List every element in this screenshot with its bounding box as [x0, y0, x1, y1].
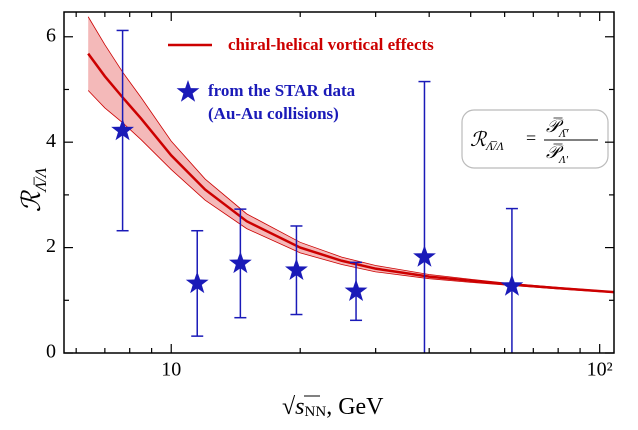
- x-tick-label: 10²: [587, 359, 613, 381]
- plot-area: [87, 16, 614, 353]
- legend-star-marker: [176, 80, 200, 102]
- y-tick-label: 2: [46, 235, 56, 257]
- annotation: =: [526, 128, 536, 148]
- curve-line: [87, 52, 614, 294]
- y-axis-label: ℛΛ̅/Λ: [17, 167, 50, 212]
- star-marker: [344, 279, 368, 301]
- star-marker: [229, 251, 252, 274]
- star-marker: [111, 118, 134, 141]
- legend-label: (Au-Au collisions): [208, 104, 339, 123]
- annotation: ℛΛ̅/Λ: [470, 129, 505, 153]
- legend-star: [176, 80, 200, 102]
- y-tick-label: 4: [46, 130, 56, 152]
- star-marker: [413, 245, 436, 267]
- star-marker: [500, 274, 524, 296]
- x-tick-label: 10: [161, 359, 181, 381]
- annotation-box: [461, 109, 609, 169]
- star-marker: [285, 258, 308, 280]
- legend-label: chiral-helical vortical effects: [228, 35, 434, 54]
- star-marker: [185, 271, 209, 294]
- legend-label: from the STAR data: [208, 81, 356, 100]
- y-tick-label: 6: [46, 24, 56, 46]
- data-layer: [87, 16, 614, 353]
- y-tick-label: 0: [46, 341, 56, 363]
- x-axis-label: √sNN, GeV: [282, 394, 384, 421]
- plot-frame: [63, 11, 615, 354]
